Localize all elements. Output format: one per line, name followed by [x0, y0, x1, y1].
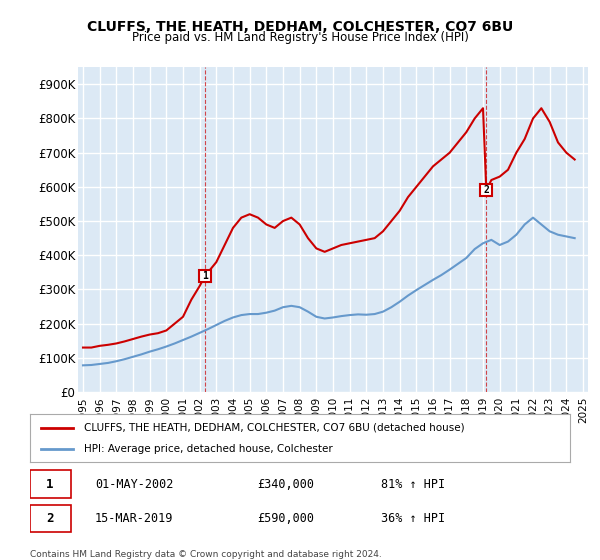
Text: 1: 1	[202, 270, 208, 281]
Text: 1: 1	[46, 478, 54, 491]
FancyBboxPatch shape	[30, 505, 71, 532]
Text: £340,000: £340,000	[257, 478, 314, 491]
Text: CLUFFS, THE HEATH, DEDHAM, COLCHESTER, CO7 6BU (detached house): CLUFFS, THE HEATH, DEDHAM, COLCHESTER, C…	[84, 423, 464, 433]
Text: Contains HM Land Registry data © Crown copyright and database right 2024.
This d: Contains HM Land Registry data © Crown c…	[30, 550, 382, 560]
Text: 15-MAR-2019: 15-MAR-2019	[95, 512, 173, 525]
Text: CLUFFS, THE HEATH, DEDHAM, COLCHESTER, CO7 6BU: CLUFFS, THE HEATH, DEDHAM, COLCHESTER, C…	[87, 20, 513, 34]
Text: HPI: Average price, detached house, Colchester: HPI: Average price, detached house, Colc…	[84, 444, 333, 454]
Text: 36% ↑ HPI: 36% ↑ HPI	[381, 512, 445, 525]
FancyBboxPatch shape	[30, 470, 71, 498]
Text: 01-MAY-2002: 01-MAY-2002	[95, 478, 173, 491]
Text: £590,000: £590,000	[257, 512, 314, 525]
Text: 2: 2	[46, 512, 54, 525]
Text: 2: 2	[484, 185, 489, 195]
Text: 81% ↑ HPI: 81% ↑ HPI	[381, 478, 445, 491]
Text: Price paid vs. HM Land Registry's House Price Index (HPI): Price paid vs. HM Land Registry's House …	[131, 31, 469, 44]
